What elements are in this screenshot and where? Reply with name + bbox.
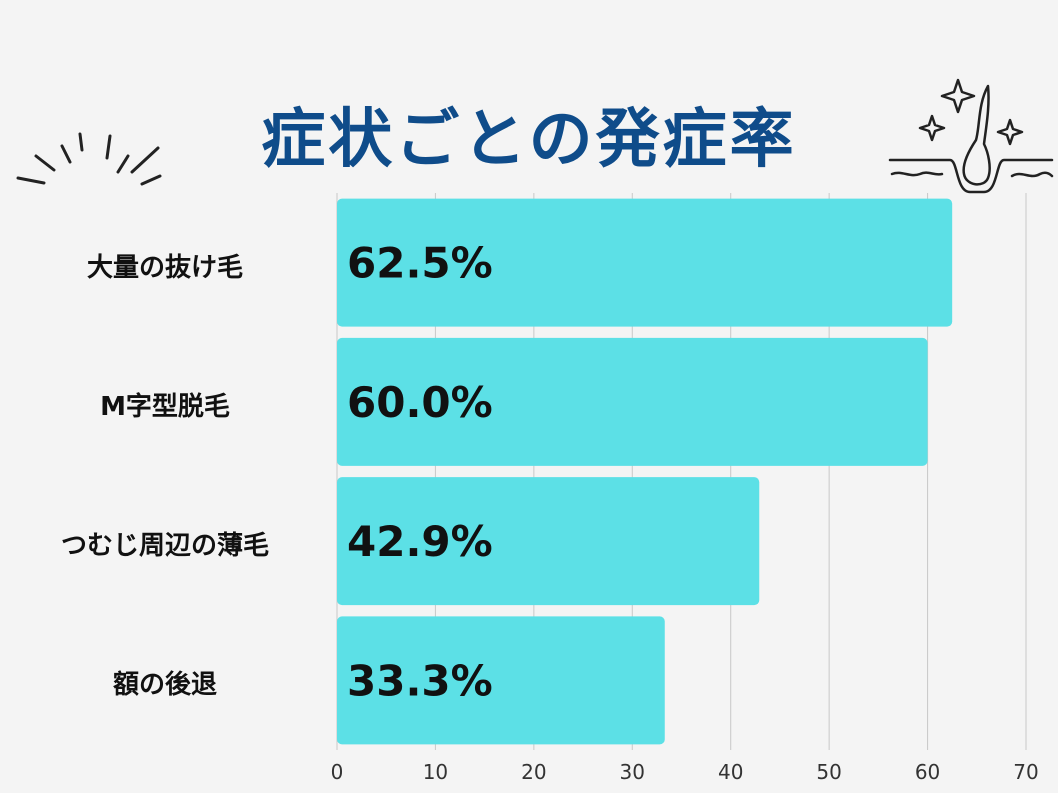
x-tick-label-20: 20 [521,760,547,784]
x-tick-label-60: 60 [914,760,941,784]
hair-follicle-sparkle-icon [888,78,1054,194]
bar-value-label-1: 60.0% [347,378,493,427]
bar-value-label-0: 62.5% [347,239,493,288]
category-label-1: M字型脱毛 [100,391,230,422]
category-label-3: 額の後退 [112,670,217,701]
burst-lines-icon [16,132,162,186]
x-tick-label-70: 70 [1013,760,1039,784]
bar-value-label-3: 33.3% [347,656,493,705]
bar-3 [337,616,665,745]
x-tick-label-50: 50 [816,760,842,784]
bar-value-label-2: 42.9% [347,517,493,566]
category-label-2: つむじ周辺の薄毛 [60,531,269,562]
bar-1 [337,337,928,466]
chart-title: 症状ごとの発症率 [261,103,797,177]
category-label-0: 大量の抜け毛 [86,252,243,283]
x-tick-label-30: 30 [619,760,645,784]
x-tick-label-10: 10 [422,760,449,784]
bar-0 [337,198,953,327]
bar-2 [337,477,760,606]
x-tick-label-40: 40 [717,760,744,784]
x-tick-label-0: 0 [330,760,344,784]
